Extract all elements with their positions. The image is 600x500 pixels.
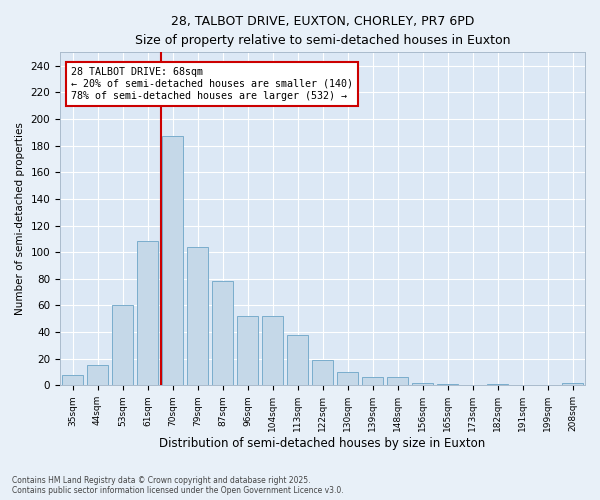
Bar: [137, 242, 158, 386]
Bar: [362, 378, 383, 386]
Bar: [337, 372, 358, 386]
Bar: [112, 306, 133, 386]
Bar: [212, 282, 233, 386]
Title: 28, TALBOT DRIVE, EUXTON, CHORLEY, PR7 6PD
Size of property relative to semi-det: 28, TALBOT DRIVE, EUXTON, CHORLEY, PR7 6…: [135, 15, 510, 47]
Bar: [412, 382, 433, 386]
Y-axis label: Number of semi-detached properties: Number of semi-detached properties: [15, 122, 25, 316]
Bar: [237, 316, 258, 386]
Bar: [187, 247, 208, 386]
X-axis label: Distribution of semi-detached houses by size in Euxton: Distribution of semi-detached houses by …: [160, 437, 485, 450]
Bar: [562, 382, 583, 386]
Bar: [262, 316, 283, 386]
Text: Contains HM Land Registry data © Crown copyright and database right 2025.
Contai: Contains HM Land Registry data © Crown c…: [12, 476, 344, 495]
Bar: [162, 136, 183, 386]
Text: 28 TALBOT DRIVE: 68sqm
← 20% of semi-detached houses are smaller (140)
78% of se: 28 TALBOT DRIVE: 68sqm ← 20% of semi-det…: [71, 68, 353, 100]
Bar: [487, 384, 508, 386]
Bar: [87, 366, 108, 386]
Bar: [437, 384, 458, 386]
Bar: [287, 334, 308, 386]
Bar: [387, 378, 408, 386]
Bar: [62, 374, 83, 386]
Bar: [312, 360, 333, 386]
